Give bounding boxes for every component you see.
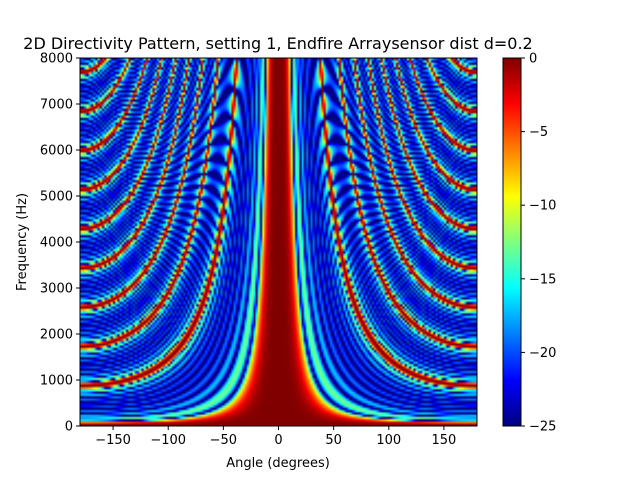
x-tick-label: −150 <box>95 433 131 448</box>
y-tick-label: 2000 <box>40 328 73 343</box>
chart-title: 2D Directivity Pattern, setting 1, Endfi… <box>23 34 532 53</box>
colorbar <box>502 57 522 427</box>
y-tick-label: 5000 <box>40 190 73 205</box>
x-tick-label: 50 <box>325 433 342 448</box>
colorbar-tick-label: −20 <box>529 346 556 361</box>
y-axis: 0 1000 2000 3000 4000 5000 6000 7000 8000 <box>40 52 80 435</box>
y-tick-label: 3000 <box>40 282 73 297</box>
y-tick-label: 8000 <box>40 52 73 67</box>
colorbar-tick-label: 0 <box>529 52 537 67</box>
y-tick-label: 1000 <box>40 374 73 389</box>
x-tick-label: −50 <box>210 433 237 448</box>
x-tick-label: 150 <box>432 433 457 448</box>
colorbar-tick-label: −10 <box>529 199 556 214</box>
colorbar-axis: 0 −5 −10 −15 −20 −25 <box>521 52 556 435</box>
y-axis-label: Frequency (Hz) <box>15 193 30 291</box>
heatmap-image <box>80 58 477 426</box>
y-tick-label: 0 <box>65 420 73 435</box>
y-tick-label: 6000 <box>40 144 73 159</box>
x-axis-label: Angle (degrees) <box>226 456 330 471</box>
colorbar-tick-label: −15 <box>529 272 556 287</box>
y-tick-label: 4000 <box>40 236 73 251</box>
x-axis: −150 −100 −50 0 50 100 150 <box>95 426 456 448</box>
y-tick-label: 7000 <box>40 98 73 113</box>
colorbar-tick-label: −5 <box>529 125 548 140</box>
x-tick-label: −100 <box>150 433 186 448</box>
x-tick-label: 0 <box>274 433 282 448</box>
colorbar-tick-label: −25 <box>529 420 556 435</box>
x-tick-label: 100 <box>376 433 401 448</box>
